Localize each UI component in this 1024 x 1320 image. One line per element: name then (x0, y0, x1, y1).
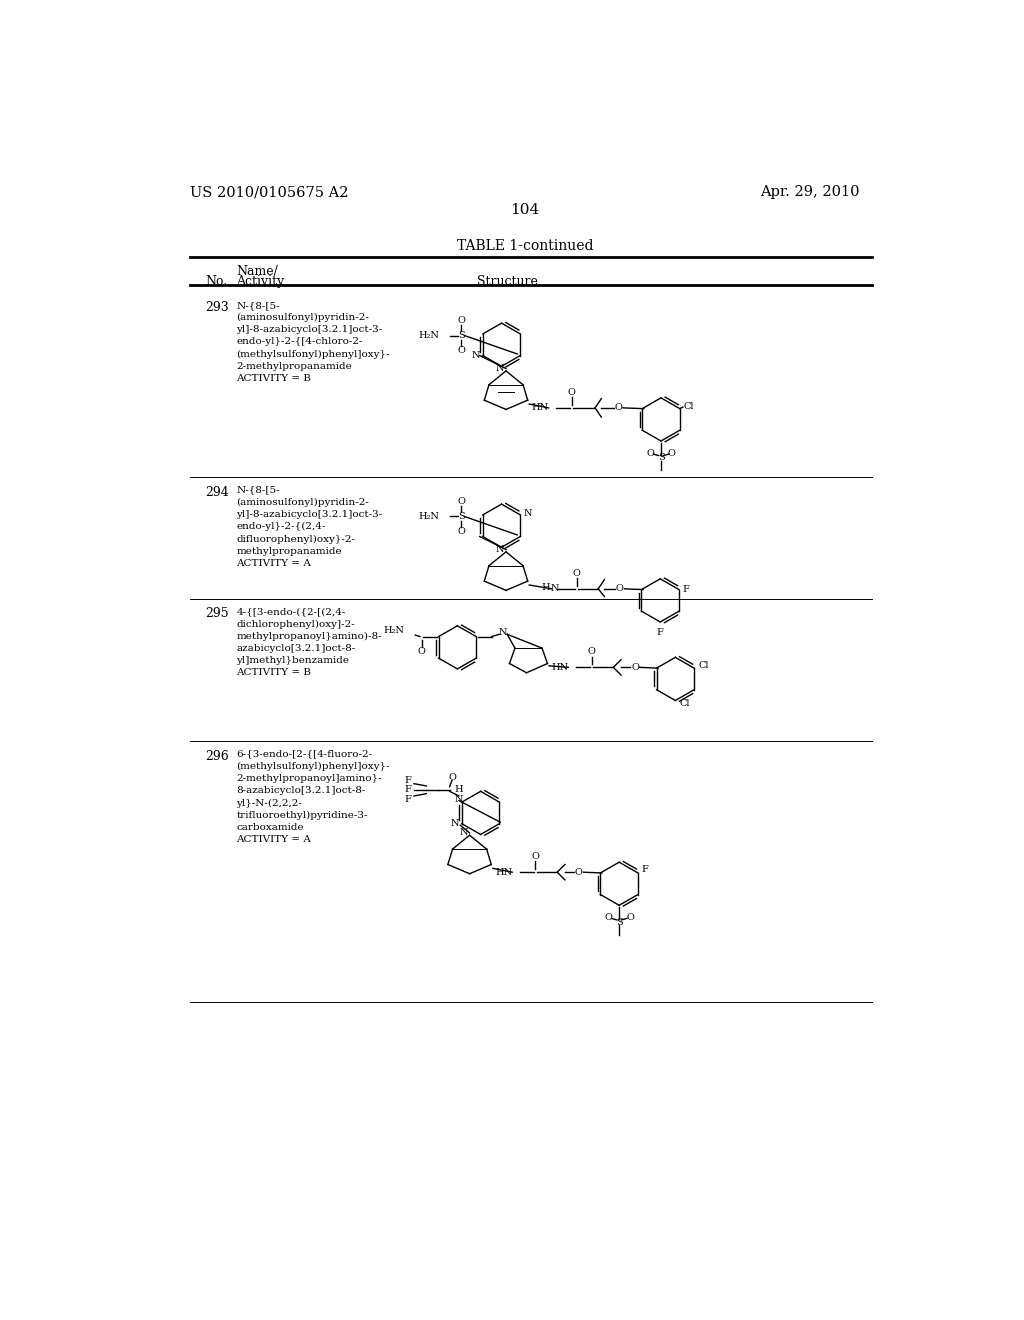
Text: US 2010/0105675 A2: US 2010/0105675 A2 (190, 185, 348, 199)
Text: N-{8-[5-
(aminosulfonyl)pyridin-2-
yl]-8-azabicyclo[3.2.1]oct-3-
endo-yl}-2-{[4-: N-{8-[5- (aminosulfonyl)pyridin-2- yl]-8… (237, 301, 390, 383)
Text: O: O (616, 585, 624, 593)
Text: Cl: Cl (684, 401, 694, 411)
Text: O: O (458, 346, 465, 355)
Text: Structure: Structure (477, 276, 538, 289)
Text: N: N (451, 820, 459, 828)
Text: Cl: Cl (679, 700, 690, 708)
Text: Activity: Activity (237, 276, 285, 289)
Text: O: O (588, 648, 596, 656)
Text: N: N (496, 364, 505, 374)
Text: H: H (542, 583, 550, 591)
Text: O: O (572, 569, 581, 578)
Text: Name/: Name/ (237, 264, 279, 277)
Text: O: O (631, 663, 639, 672)
Text: S: S (657, 454, 665, 462)
Text: Apr. 29, 2010: Apr. 29, 2010 (760, 185, 859, 199)
Text: O: O (458, 528, 465, 536)
Text: 296: 296 (206, 750, 229, 763)
Text: N: N (523, 510, 531, 517)
Text: O: O (449, 774, 456, 781)
Text: 295: 295 (206, 607, 229, 620)
Text: H₂N: H₂N (419, 331, 439, 341)
Text: No.: No. (206, 276, 227, 289)
Text: 294: 294 (206, 486, 229, 499)
Text: N: N (499, 628, 508, 638)
Text: H: H (455, 785, 463, 795)
Text: 6-{3-endo-[2-{[4-fluoro-2-
(methylsulfonyl)phenyl]oxy}-
2-methylpropanoyl]amino}: 6-{3-endo-[2-{[4-fluoro-2- (methylsulfon… (237, 750, 390, 845)
Text: S: S (458, 512, 465, 521)
Text: N: N (496, 545, 505, 554)
Text: O: O (418, 648, 425, 656)
Text: HN: HN (531, 404, 549, 412)
Text: TABLE 1-continued: TABLE 1-continued (457, 239, 593, 253)
Text: F: F (404, 776, 411, 785)
Text: O: O (604, 913, 612, 923)
Text: S: S (458, 331, 465, 341)
Text: F: F (404, 785, 411, 795)
Text: F: F (404, 795, 411, 804)
Text: O: O (458, 315, 465, 325)
Text: N: N (551, 585, 559, 593)
Text: N-{8-[5-
(aminosulfonyl)pyridin-2-
yl]-8-azabicyclo[3.2.1]oct-3-
endo-yl}-2-{(2,: N-{8-[5- (aminosulfonyl)pyridin-2- yl]-8… (237, 486, 383, 568)
Text: S: S (615, 917, 623, 927)
Text: N: N (460, 829, 468, 837)
Text: HN: HN (551, 663, 568, 672)
Text: O: O (668, 449, 676, 458)
Text: O: O (646, 449, 654, 458)
Text: N: N (471, 351, 479, 360)
Text: 104: 104 (510, 203, 540, 216)
Text: HN: HN (495, 867, 512, 876)
Text: O: O (626, 913, 634, 923)
Text: F: F (656, 628, 664, 638)
Text: F: F (642, 866, 648, 874)
Text: N: N (455, 795, 463, 804)
Text: H₂N: H₂N (384, 626, 404, 635)
Text: F: F (683, 585, 690, 594)
Text: O: O (531, 853, 540, 861)
Text: O: O (458, 496, 465, 506)
Text: Cl: Cl (698, 660, 709, 669)
Text: 293: 293 (206, 301, 229, 314)
Text: O: O (614, 404, 623, 412)
Text: 4-{[3-endo-({2-[(2,4-
dichlorophenyl)oxy]-2-
methylpropanoyl}amino)-8-
azabicycl: 4-{[3-endo-({2-[(2,4- dichlorophenyl)oxy… (237, 607, 382, 677)
Text: H₂N: H₂N (419, 512, 439, 521)
Text: O: O (574, 867, 583, 876)
Text: O: O (568, 388, 575, 397)
